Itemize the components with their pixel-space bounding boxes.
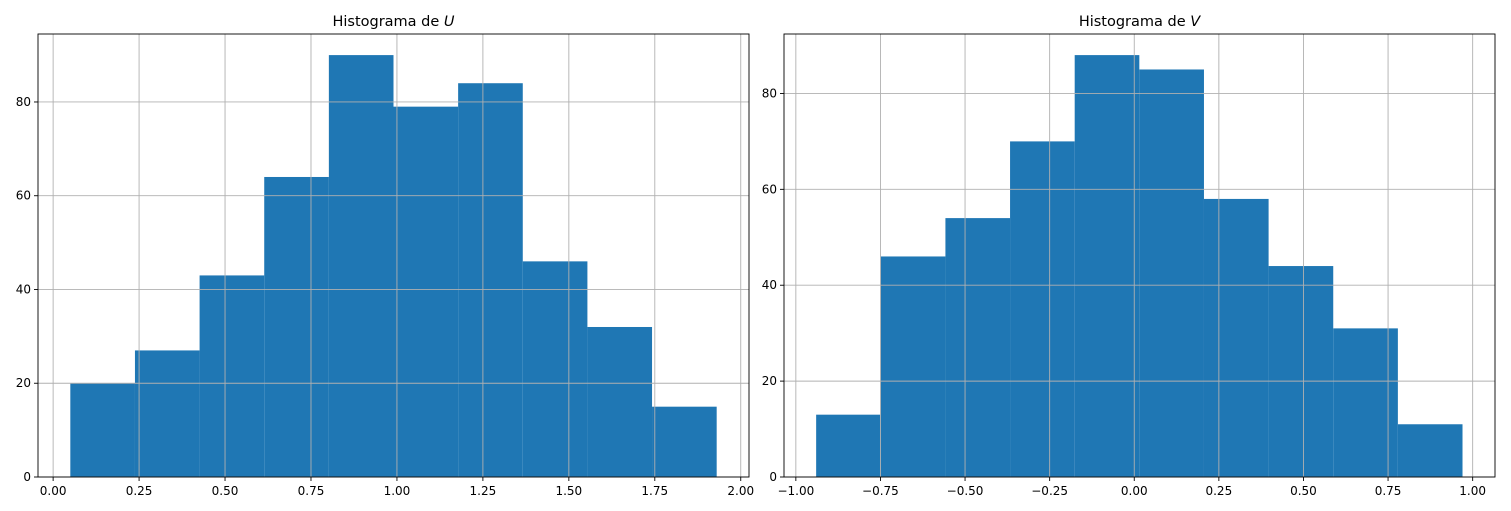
x-tick-label: 1.25 bbox=[470, 484, 497, 498]
histogram-bar bbox=[1074, 55, 1140, 477]
histogram-bar bbox=[199, 275, 265, 477]
x-tick-label: 0.50 bbox=[1290, 484, 1317, 498]
x-tick-label: 0.25 bbox=[126, 484, 153, 498]
chart-title-prefix: Histograma de bbox=[332, 14, 443, 30]
x-tick-label: 0.00 bbox=[40, 484, 67, 498]
x-tick-label: 0.00 bbox=[1121, 484, 1148, 498]
chart-title: Histograma de V bbox=[1079, 14, 1201, 30]
ticks: 0.00 0.25 0.50 0.75 1.00 1.25 1.50 1.75 2.00 0 20 4… bbox=[16, 95, 754, 498]
chart-title-variable: V bbox=[1190, 14, 1201, 30]
histogram-bar bbox=[880, 256, 946, 477]
histogram-bar bbox=[1397, 424, 1463, 477]
x-tick-label: −0.50 bbox=[947, 484, 984, 498]
x-tick-label: −0.25 bbox=[1031, 484, 1068, 498]
histogram-bar bbox=[945, 218, 1011, 478]
y-tick-label: 80 bbox=[762, 86, 777, 100]
bars bbox=[70, 55, 717, 478]
y-tick-label: 60 bbox=[762, 182, 777, 196]
y-tick-label: 40 bbox=[16, 282, 31, 296]
x-tick-label: 1.75 bbox=[641, 484, 668, 498]
histogram-bar bbox=[1268, 266, 1334, 477]
histogram-bar bbox=[134, 350, 200, 477]
histogram-bar bbox=[458, 83, 523, 477]
histogram-bar bbox=[652, 406, 717, 477]
x-tick-label: 0.75 bbox=[1375, 484, 1402, 498]
x-tick-label: 1.00 bbox=[384, 484, 411, 498]
histogram-bar bbox=[1203, 198, 1269, 478]
histogram-bar bbox=[264, 176, 329, 478]
bars bbox=[816, 55, 1463, 478]
histogram-bar bbox=[522, 261, 588, 477]
y-tick-label: 60 bbox=[16, 189, 31, 203]
histogram-bar bbox=[328, 55, 394, 477]
histogram-bar bbox=[70, 383, 135, 477]
y-tick-label: 80 bbox=[16, 95, 31, 109]
y-tick-label: 40 bbox=[762, 278, 777, 292]
x-tick-label: −1.00 bbox=[777, 484, 814, 498]
x-tick-label: 1.50 bbox=[555, 484, 582, 498]
axes-frame bbox=[783, 33, 1496, 478]
x-tick-label: 2.00 bbox=[727, 484, 754, 498]
histogram-bar bbox=[587, 326, 653, 477]
x-tick-label: 1.00 bbox=[1459, 484, 1486, 498]
x-tick-label: −0.75 bbox=[862, 484, 899, 498]
grid bbox=[38, 34, 749, 478]
x-tick-label: 0.50 bbox=[212, 484, 239, 498]
histogram-bar bbox=[1010, 141, 1075, 478]
chart-title: Histograma de U bbox=[332, 14, 454, 30]
y-tick-label: 0 bbox=[23, 470, 31, 484]
histogram-u-panel: 0.00 0.25 0.50 0.75 1.00 1.25 1.50 1.75 2.00 0 20 4… bbox=[16, 14, 754, 498]
y-tick-label: 20 bbox=[16, 376, 31, 390]
y-tick-label: 0 bbox=[769, 470, 777, 484]
histogram-bar bbox=[1139, 69, 1204, 477]
histogram-bar bbox=[393, 106, 459, 477]
y-tick-label: 20 bbox=[762, 374, 777, 388]
histogram-v-panel: −1.00 −0.75 −0.50 −0.25 0.00 0.25 0.50 0.75 1.00… bbox=[762, 14, 1496, 498]
histogram-bar bbox=[816, 414, 881, 477]
histogram-bar bbox=[1333, 328, 1398, 477]
x-tick-label: 0.25 bbox=[1205, 484, 1232, 498]
chart-title-prefix: Histograma de bbox=[1079, 14, 1190, 30]
grid bbox=[784, 34, 1495, 478]
chart-title-variable: U bbox=[444, 14, 455, 30]
x-tick-label: 0.75 bbox=[298, 484, 325, 498]
ticks: −1.00 −0.75 −0.50 −0.25 0.00 0.25 0.50 0.75 1.00… bbox=[762, 86, 1486, 498]
axes-frame bbox=[37, 33, 750, 478]
